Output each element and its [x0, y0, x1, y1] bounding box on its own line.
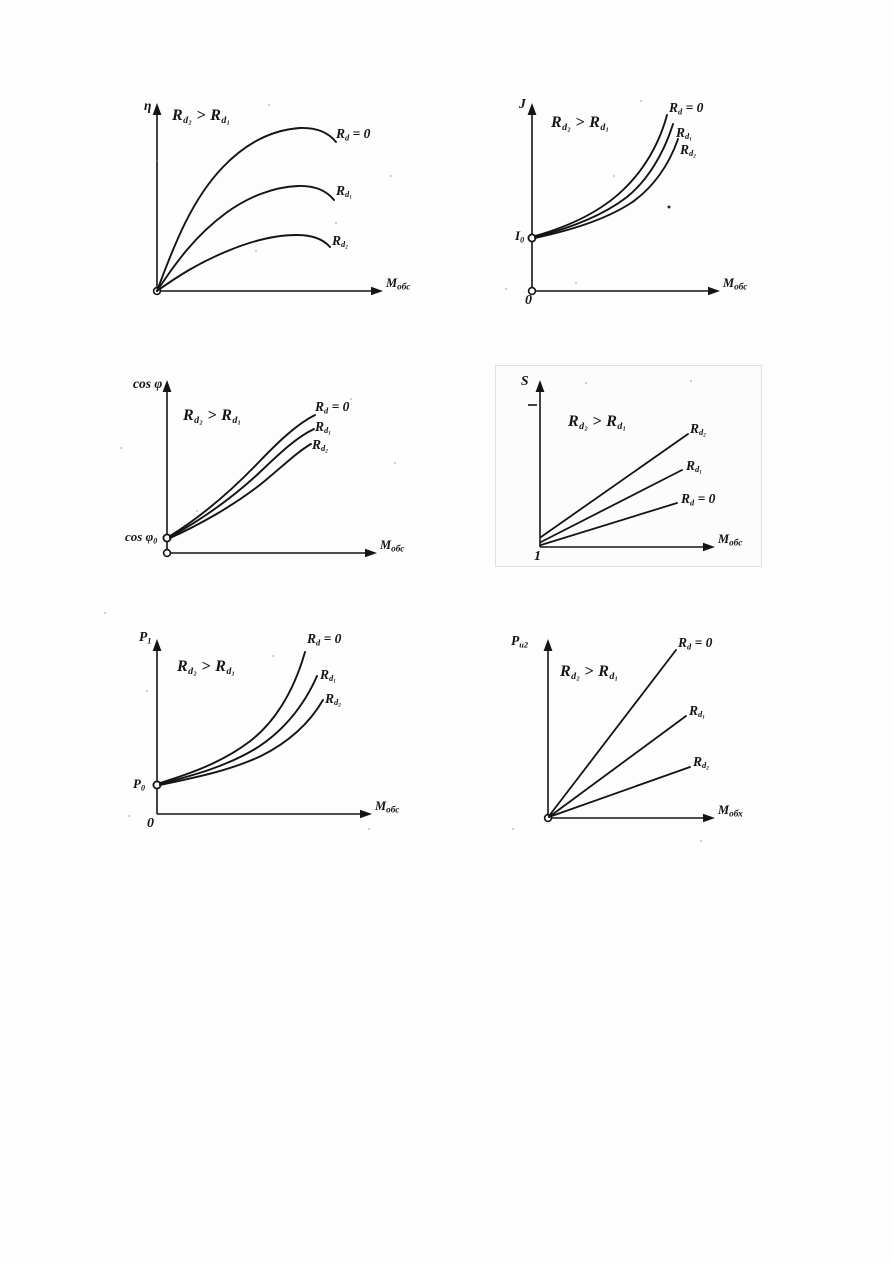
chart-losses-plot	[543, 639, 715, 823]
curve-label-rd0: Rd = 0	[315, 399, 350, 416]
inequality-annotation: Rd2 > Rd1	[568, 413, 627, 433]
curve-label-rd0: Rd = 0	[669, 100, 704, 117]
x-axis-label: Mобс	[386, 276, 411, 293]
chart-power-factor-plot	[162, 380, 377, 558]
curve-rd2	[540, 433, 689, 538]
curve-rd1	[540, 469, 683, 543]
curve-rd1	[156, 185, 335, 292]
inequality-annotation: Rd2 > Rd1	[172, 107, 231, 127]
y-axis-label: J	[519, 96, 526, 111]
x-axis-arrow	[708, 286, 720, 296]
chart-power-factor: cos φ Rd2 > Rd1 Rd = 0 Rd1 Rd2 cos φ0 Mо…	[125, 372, 410, 567]
chart-input-power-plot	[152, 639, 372, 819]
origin-marker	[527, 286, 537, 296]
curve-label-rd0: Rd = 0	[307, 631, 342, 648]
curve-rd0	[534, 114, 668, 237]
y-tick-label-p0: P0	[133, 776, 145, 793]
x-axis-arrow	[703, 813, 715, 823]
curve-rd2	[156, 234, 331, 292]
inequality-annotation: Rd2 > Rd1	[551, 114, 610, 134]
x-axis-arrow	[360, 809, 372, 819]
curve-rd1	[548, 715, 687, 818]
y-tick-label-cosphi0: cos φ0	[125, 529, 158, 546]
y-axis-label: cos φ	[133, 376, 163, 391]
curve-rd0	[156, 127, 337, 292]
curve-label-rd1: Rd1	[676, 125, 692, 143]
curve-label-rd0: Rd = 0	[678, 635, 713, 652]
chart-slip: S Rd2 > Rd1 Rd2 Rd1 Rd = 0 1 Mобс	[510, 372, 790, 572]
origin-label: 0	[147, 816, 154, 831]
curve-label-rd2: Rd2	[312, 437, 328, 455]
x-axis-label: Mобх	[718, 803, 743, 820]
curve-label-rd1: Rd1	[315, 419, 331, 437]
y-axis-arrow	[535, 380, 545, 392]
chart-losses: Pи2 Rd2 > Rd1 Rd = 0 Rd1 Rd2 Mобх	[510, 622, 795, 837]
chart-input-power: P1 Rd2 > Rd1 Rd = 0 Rd1 Rd2 P0 0 Mобс	[125, 622, 410, 837]
y-axis-label: S	[521, 373, 529, 388]
y-tick-label-i0: I0	[515, 228, 525, 245]
y-axis-label: P1	[139, 629, 152, 646]
y-axis-arrow	[152, 639, 162, 651]
curve-label-rd1: Rd1	[336, 183, 352, 201]
curve-rd0	[548, 649, 677, 817]
curve-label-rd1: Rd1	[320, 667, 336, 685]
curve-label-rd1: Rd1	[689, 703, 705, 721]
y-axis-arrow	[152, 103, 162, 115]
y-axis-arrow	[543, 639, 553, 651]
curve-label-rd2: Rd2	[332, 233, 348, 251]
scan-speck	[667, 205, 671, 209]
y-axis-arrow	[527, 103, 537, 115]
x-axis-label: Mобс	[723, 276, 748, 293]
curve-label-rd1: Rd1	[686, 458, 702, 476]
curve-rd1	[169, 428, 315, 538]
inequality-annotation: Rd2 > Rd1	[183, 407, 242, 427]
origin-label: 1	[534, 549, 541, 564]
chart-efficiency: η Rd2 > Rd1 Rd = 0 Rd1 Rd2 Mобс	[140, 95, 410, 310]
chart-efficiency-plot	[152, 103, 383, 296]
origin-label: 0	[525, 293, 532, 308]
x-axis-label: Mобс	[380, 538, 405, 555]
curve-label-rd0: Rd = 0	[336, 126, 371, 143]
curve-rd2	[169, 443, 312, 539]
x-axis-arrow	[371, 286, 383, 296]
curve-rd0	[159, 651, 306, 784]
curve-label-rd0: Rd = 0	[681, 491, 716, 508]
inequality-annotation: Rd2 > Rd1	[560, 663, 619, 683]
curve-rd1	[159, 675, 318, 785]
chart-current: J Rd2 > Rd1 Rd = 0 Rd1 Rd2 I0 0 Mобс	[515, 95, 785, 310]
y-axis-label: Pи2	[511, 633, 529, 650]
curve-rd2	[534, 138, 679, 239]
chart-current-plot	[527, 103, 720, 296]
origin-marker	[162, 548, 172, 558]
curve-rd0	[169, 414, 316, 537]
curve-rd0	[540, 502, 678, 546]
curve-label-rd2: Rd2	[690, 421, 706, 439]
y-axis-arrow	[162, 380, 172, 392]
y-axis-label: η	[144, 98, 152, 113]
curve-rd1	[534, 123, 674, 238]
inequality-annotation: Rd2 > Rd1	[177, 658, 236, 678]
curve-rd2	[159, 699, 324, 786]
curve-label-rd2: Rd2	[680, 142, 696, 160]
x-axis-label: Mобс	[375, 799, 400, 816]
x-axis-arrow	[365, 548, 377, 558]
chart-slip-plot	[528, 380, 715, 552]
curve-rd2	[548, 766, 691, 818]
x-axis-label: Mобс	[718, 532, 743, 549]
x-axis-arrow	[703, 542, 715, 552]
curve-label-rd2: Rd2	[325, 691, 341, 709]
curve-label-rd2: Rd2	[693, 754, 709, 772]
